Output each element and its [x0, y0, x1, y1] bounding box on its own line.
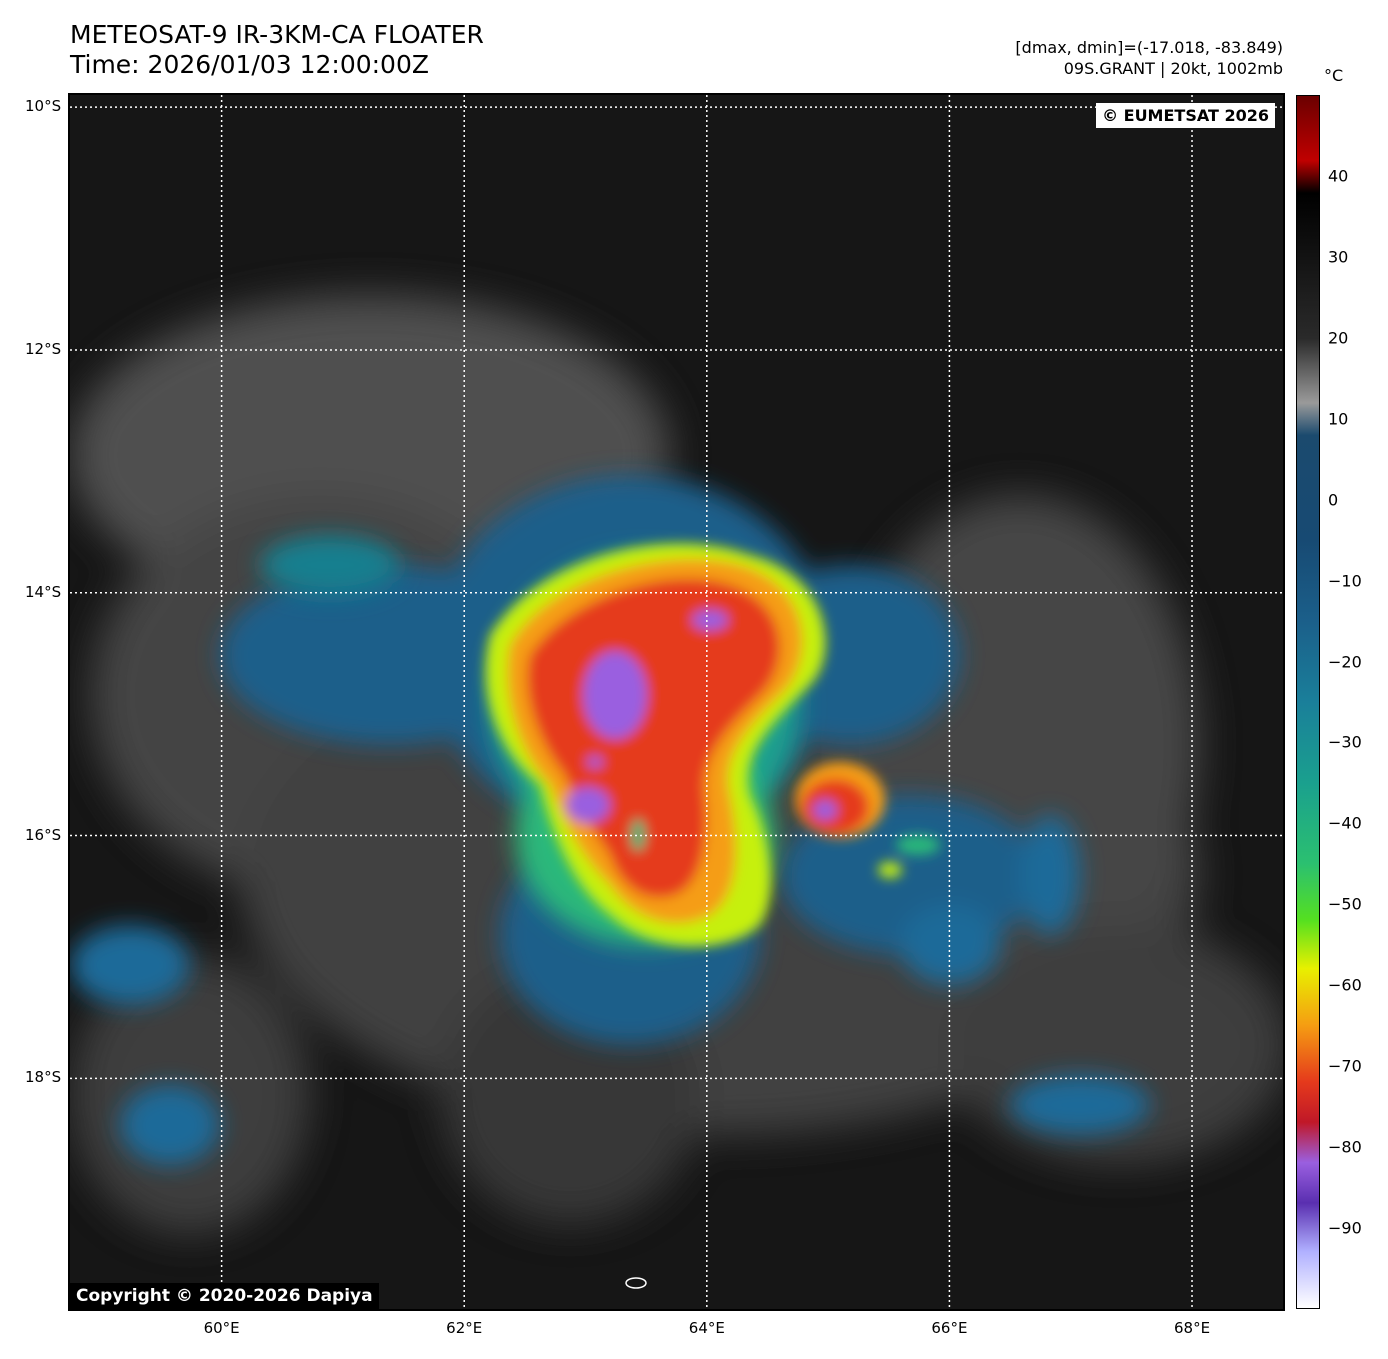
- colorbar-tick-7: −30: [1328, 732, 1362, 752]
- colorbar-tick-5: −10: [1328, 571, 1362, 591]
- ir-imagery: [70, 95, 1283, 1309]
- lon-label-0: 60°E: [203, 1319, 240, 1337]
- lat-label-4: 18°S: [25, 1068, 62, 1087]
- colorbar-tick-13: −90: [1328, 1218, 1362, 1238]
- colorbar-tick-8: −40: [1328, 813, 1362, 833]
- satellite-map[interactable]: © EUMETSAT 2026 Copyright © 2020-2026 Da…: [68, 93, 1285, 1311]
- island-outline: [625, 1277, 647, 1289]
- lat-label-0: 10°S: [25, 97, 62, 116]
- colorbar-tick-4: 0: [1328, 490, 1339, 510]
- copyright-watermark: Copyright © 2020-2026 Dapiya: [70, 1283, 379, 1309]
- eumetsat-watermark: © EUMETSAT 2026: [1096, 103, 1275, 128]
- lat-label-3: 16°S: [25, 825, 62, 844]
- data-range-info: [dmax, dmin]=(-17.018, -83.849): [1015, 38, 1283, 57]
- lat-label-1: 12°S: [25, 339, 62, 358]
- lon-label-2: 64°E: [688, 1319, 725, 1337]
- temperature-colorbar: [1296, 95, 1320, 1309]
- map-title: METEOSAT-9 IR-3KM-CA FLOATER: [70, 20, 484, 49]
- colorbar-tick-0: 40: [1328, 166, 1349, 186]
- colorbar-tick-3: 10: [1328, 409, 1349, 429]
- map-time: Time: 2026/01/03 12:00:00Z: [70, 50, 429, 79]
- colorbar-tick-2: 20: [1328, 328, 1349, 348]
- storm-info: 09S.GRANT | 20kt, 1002mb: [1063, 59, 1283, 78]
- lon-label-3: 66°E: [931, 1319, 968, 1337]
- deep-convection: [485, 543, 940, 947]
- lon-label-4: 68°E: [1173, 1319, 1211, 1337]
- colorbar-tick-6: −20: [1328, 652, 1362, 672]
- colorbar-tick-11: −70: [1328, 1056, 1362, 1076]
- colorbar-tick-10: −60: [1328, 975, 1362, 995]
- colorbar-tick-1: 30: [1328, 247, 1349, 267]
- lon-label-1: 62°E: [446, 1319, 483, 1337]
- colorbar-tick-12: −80: [1328, 1137, 1362, 1157]
- lat-label-2: 14°S: [25, 582, 62, 601]
- colorbar-unit: °C: [1324, 66, 1344, 85]
- lat-lon-grid: [70, 95, 1283, 1309]
- colorbar-tick-9: −50: [1328, 894, 1362, 914]
